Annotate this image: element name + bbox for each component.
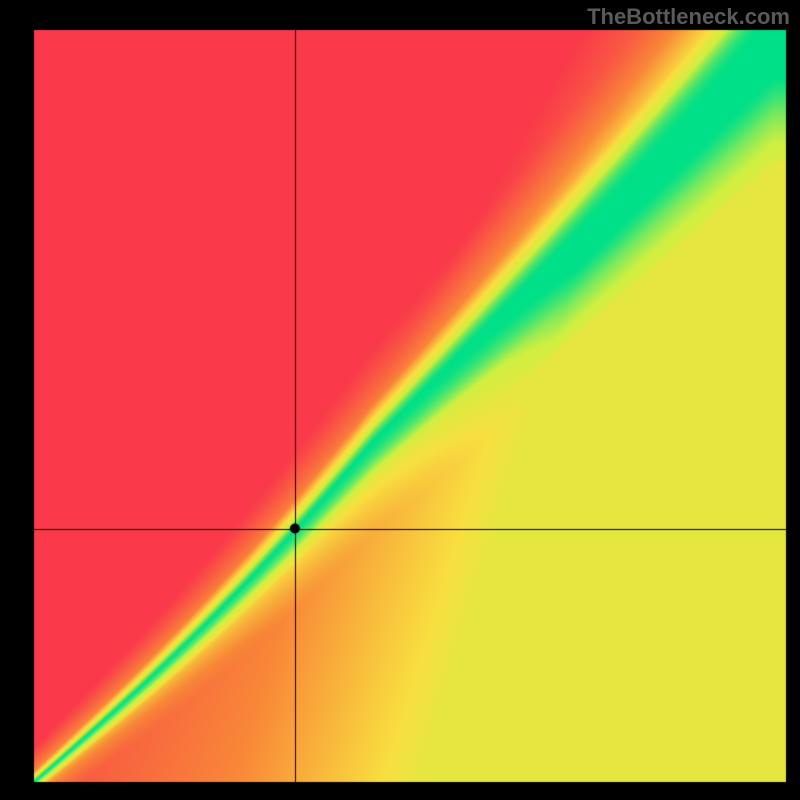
heatmap-canvas (0, 0, 800, 800)
chart-container: TheBottleneck.com (0, 0, 800, 800)
watermark-text: TheBottleneck.com (587, 4, 790, 30)
